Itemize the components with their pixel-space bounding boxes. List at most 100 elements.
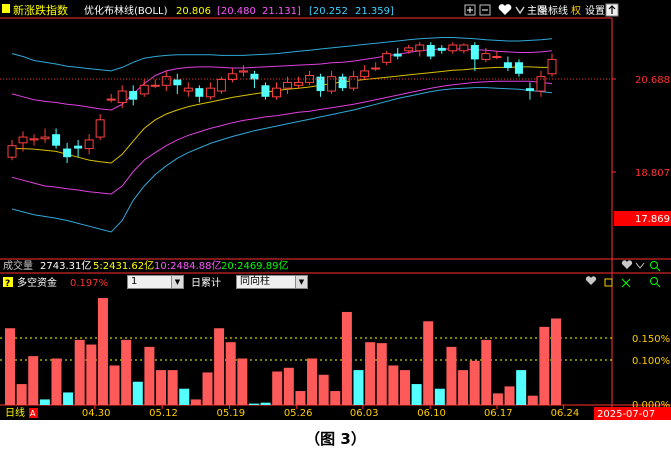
- fund-flow-bar: [295, 391, 306, 405]
- candle-body-up: [117, 90, 127, 104]
- candle-body-up: [84, 139, 94, 150]
- export-button[interactable]: [605, 3, 619, 17]
- candle-body-up: [382, 53, 392, 63]
- main-chart-button[interactable]: 主图: [527, 5, 547, 17]
- fund-flow-bar: [121, 339, 132, 405]
- date-axis: 04.30 05.12 05.19 05.26 06.03 06.10 06.17 06.24: [82, 405, 579, 419]
- pct-label: 0.100%: [632, 356, 670, 367]
- index-name[interactable]: 新涨跌指数: [13, 3, 68, 17]
- fund-flow-bar: [283, 367, 294, 405]
- candle-body-down: [393, 53, 402, 57]
- coordinate-line-button[interactable]: 坐标线: [538, 4, 568, 17]
- volume-chevron-down-icon[interactable]: [635, 262, 645, 269]
- fund-flow-bar: [272, 371, 283, 405]
- volume-label: 成交量: [3, 259, 33, 272]
- period-label[interactable]: 日线: [5, 406, 25, 419]
- rights-adjust-button[interactable]: 权: [571, 4, 581, 17]
- sub-chart-title[interactable]: 多空资金: [17, 276, 57, 289]
- candle-body-up: [238, 70, 248, 73]
- period-badge: [29, 408, 38, 418]
- fund-flow-bar: [458, 370, 469, 405]
- boll-lines: [11, 37, 553, 233]
- period-select[interactable]: 1 ▼: [127, 275, 184, 289]
- fund-flow-bar: [132, 381, 143, 405]
- candle-body-up: [205, 87, 215, 98]
- dropdown-arrow-icon[interactable]: ▼: [171, 276, 183, 288]
- mode-select[interactable]: 同向柱 ▼: [236, 275, 308, 289]
- fund-flow-bar: [39, 399, 50, 405]
- fund-flow-bar: [179, 388, 190, 405]
- fund-flow-bar: [190, 399, 201, 405]
- fund-flow-bar: [5, 328, 15, 405]
- favorite-heart-icon[interactable]: [498, 4, 512, 15]
- add-indicator-button[interactable]: [464, 4, 476, 16]
- fund-flow-bar: [167, 370, 178, 405]
- price-label: 17.869: [635, 214, 670, 225]
- boll-outer-upper-value: 21.359]: [355, 6, 394, 17]
- fund-flow-bar: [330, 391, 341, 405]
- zoom-icon[interactable]: [650, 261, 661, 272]
- candle-body-up: [106, 98, 116, 101]
- fund-flow-bar: [16, 384, 27, 405]
- fund-flow-bar: [318, 374, 329, 405]
- candle-body-down: [514, 62, 523, 74]
- sub-heart-icon[interactable]: [585, 276, 597, 285]
- fund-flow-bar: [539, 326, 550, 405]
- price-axis: 20.688 18.807 17.869: [612, 75, 671, 226]
- fund-flow-bar: [28, 356, 39, 405]
- fund-flow-bar: [341, 311, 352, 405]
- candle-body-down: [173, 79, 182, 86]
- candlesticks: [7, 42, 557, 163]
- fund-flow-bar: [237, 358, 248, 405]
- fund-flow-bar: [225, 342, 236, 405]
- remove-indicator-button[interactable]: [479, 4, 491, 16]
- fund-flow-bar: [504, 386, 515, 405]
- candle-body-up: [29, 138, 39, 141]
- fund-flow-bar: [516, 370, 527, 405]
- fund-flow-bar: [97, 298, 108, 405]
- fund-flow-bar: [527, 395, 538, 405]
- candle-body-up: [448, 44, 458, 52]
- date-tick-label: 05.19: [217, 408, 246, 419]
- candle-body-up: [283, 81, 293, 89]
- pct-label: 0.150%: [632, 334, 670, 345]
- volume-value: 2743.31亿: [40, 259, 91, 272]
- candle-body-up: [327, 76, 337, 92]
- candle-body-up: [161, 76, 171, 86]
- fund-flow-bar: [551, 318, 561, 405]
- candle-body-up: [536, 76, 546, 92]
- fund-flow-bar: [353, 370, 364, 405]
- candle-body-up: [481, 53, 491, 60]
- period-badge-text: A: [30, 409, 36, 418]
- fund-flow-bar: [63, 392, 74, 405]
- candle-body-down: [129, 91, 138, 100]
- candle-body-up: [95, 119, 105, 138]
- sub-expand-icon[interactable]: [621, 278, 631, 288]
- candle-body-down: [250, 73, 259, 80]
- candle-body-up: [271, 87, 281, 98]
- settings-button[interactable]: 设置: [585, 5, 605, 17]
- candle-body-up: [216, 79, 226, 92]
- candle-body-down: [52, 134, 61, 146]
- candle-body-down: [470, 45, 479, 60]
- sub-zoom-icon[interactable]: [650, 277, 661, 288]
- boll-inner-upper-value: 21.131]: [262, 6, 301, 17]
- candle-body-up: [150, 84, 160, 87]
- date-tick-label: 06.10: [417, 408, 446, 419]
- candle-body-up: [7, 145, 17, 158]
- help-icon[interactable]: [3, 277, 13, 287]
- date-tick-label: 05.26: [284, 408, 313, 419]
- indicator-name[interactable]: 优化布林线(BOLL): [84, 4, 168, 17]
- dropdown-arrow-icon[interactable]: ▼: [295, 276, 307, 288]
- fund-flow-bar: [365, 342, 376, 405]
- fund-flow-bar: [51, 358, 62, 405]
- mode-label: 日累计: [191, 276, 221, 289]
- date-tick-label: 05.12: [149, 408, 178, 419]
- boll-inner-lower-value: [20.480: [217, 6, 256, 17]
- candle-body-up: [459, 44, 469, 52]
- fund-flow-bar: [307, 358, 318, 405]
- fund-flow-bar: [214, 328, 225, 405]
- sub-window-icon[interactable]: [604, 278, 613, 287]
- chevron-down-icon[interactable]: [515, 6, 525, 15]
- volume-heart-icon[interactable]: [621, 260, 633, 269]
